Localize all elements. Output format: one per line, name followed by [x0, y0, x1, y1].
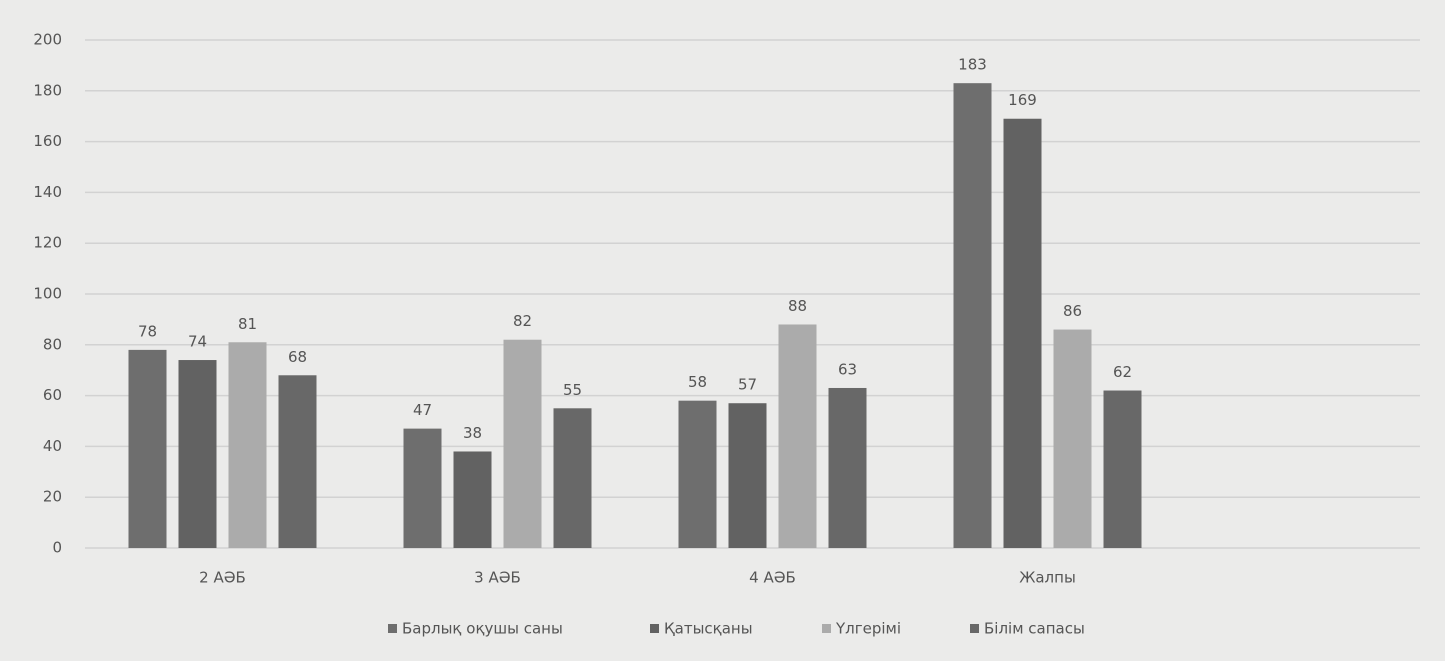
- x-tick-label: Жалпы: [1019, 569, 1076, 587]
- bar: [953, 83, 992, 549]
- y-tick-label: 180: [33, 81, 62, 99]
- y-tick-label: 200: [33, 31, 62, 49]
- data-label: 57: [738, 376, 757, 394]
- bar: [403, 428, 442, 548]
- legend-swatch: [650, 624, 659, 633]
- y-tick-label: 120: [33, 234, 62, 252]
- data-label: 55: [563, 381, 582, 399]
- bar: [1103, 390, 1142, 548]
- bar: [278, 375, 317, 548]
- bar: [178, 360, 217, 548]
- data-label: 63: [838, 360, 857, 378]
- bar: [1053, 329, 1092, 548]
- x-tick-label: 3 АӘБ: [474, 569, 521, 587]
- y-tick-label: 60: [43, 386, 62, 404]
- x-tick-label: 4 АӘБ: [749, 569, 796, 587]
- y-tick-label: 160: [33, 132, 62, 150]
- bar: [453, 451, 492, 548]
- legend-label: Қатысқаны: [664, 620, 753, 638]
- legend-label: Үлгерімі: [835, 620, 901, 638]
- data-label: 74: [188, 333, 207, 351]
- y-tick-label: 100: [33, 285, 62, 303]
- bar: [1003, 118, 1042, 549]
- bar: [228, 342, 267, 548]
- bar: [503, 339, 542, 548]
- data-label: 68: [288, 348, 307, 366]
- legend-swatch: [970, 624, 979, 633]
- y-tick-label: 0: [52, 539, 62, 557]
- data-label: 82: [513, 312, 532, 330]
- data-label: 62: [1113, 363, 1132, 381]
- bar: [128, 349, 167, 548]
- data-label: 78: [138, 322, 157, 340]
- bar: [678, 400, 717, 548]
- legend-label: Білім сапасы: [984, 620, 1085, 638]
- bar: [553, 408, 592, 548]
- y-tick-label: 20: [43, 488, 62, 506]
- legend-swatch: [822, 624, 831, 633]
- data-label: 86: [1063, 302, 1082, 320]
- data-label: 81: [238, 315, 257, 333]
- y-tick-label: 40: [43, 437, 62, 455]
- data-label: 38: [463, 424, 482, 442]
- x-tick-label: 2 АӘБ: [199, 569, 246, 587]
- bar: [778, 324, 817, 548]
- data-label: 183: [958, 56, 987, 74]
- legend-swatch: [388, 624, 397, 633]
- bar: [828, 387, 867, 548]
- bar: [728, 403, 767, 548]
- y-tick-label: 80: [43, 335, 62, 353]
- data-label: 47: [413, 401, 432, 419]
- y-tick-label: 140: [33, 183, 62, 201]
- data-label: 58: [688, 373, 707, 391]
- data-label: 88: [788, 297, 807, 315]
- legend-label: Барлық оқушы саны: [402, 620, 563, 638]
- data-label: 169: [1008, 91, 1037, 109]
